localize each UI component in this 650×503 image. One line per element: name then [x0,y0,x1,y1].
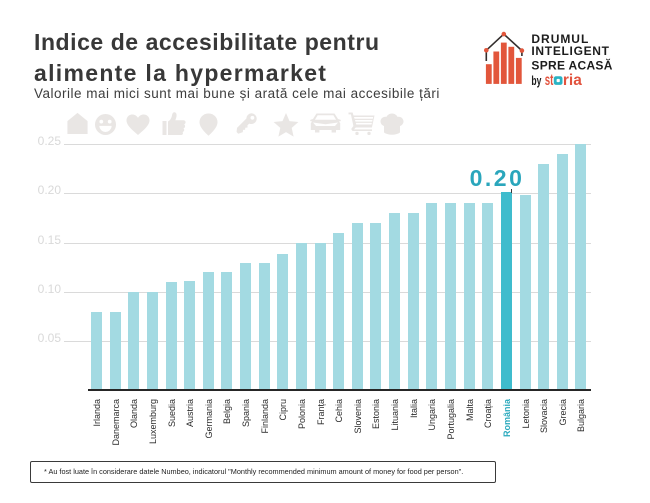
svg-text:by: by [531,73,542,88]
svg-text:DRUMUL: DRUMUL [531,32,588,46]
svg-text:ria: ria [563,72,582,89]
svg-text:st: st [545,72,554,89]
svg-text:SPRE ACASĂ: SPRE ACASĂ [531,57,612,72]
svg-text:INTELIGENT: INTELIGENT [531,44,609,58]
